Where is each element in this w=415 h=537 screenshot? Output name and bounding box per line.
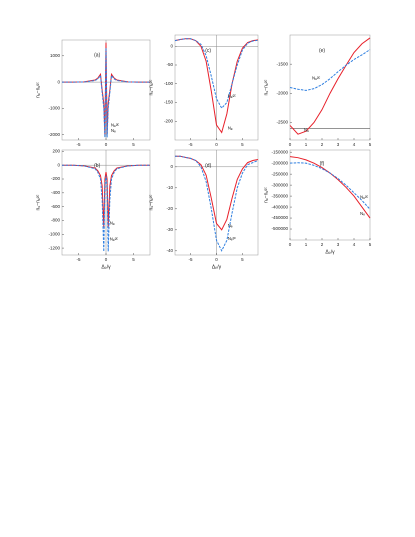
data-line [289, 162, 371, 210]
x-tick-label: -5 [189, 257, 193, 262]
y-tick-label: -1200 [48, 245, 60, 250]
y-tick-label: -30 [166, 227, 173, 232]
x-tick-label: 4 [353, 142, 356, 147]
y-tick-label: -2500 [276, 120, 288, 125]
y-tick-label: -150 [164, 100, 174, 105]
panel-label: (a) [94, 52, 100, 58]
y-tick-label: -100 [164, 81, 174, 86]
curve-label: Nₑ [304, 127, 309, 132]
x-tick-label: 5 [132, 257, 135, 262]
y-axis-label: nₑ−nₑᵍᶜ [263, 79, 269, 95]
x-tick-label: -5 [76, 142, 80, 147]
x-tick-label: -5 [76, 257, 80, 262]
data-line [289, 156, 371, 219]
y-axis-label: nₑ−nₑᵍᶜ [263, 187, 269, 203]
data-line [289, 37, 371, 135]
data-line [289, 49, 371, 91]
y-axis-label: nₑ−nₑᵍᶜ [35, 82, 41, 98]
x-axis-label: Δₚ/γ [325, 249, 335, 255]
y-tick-label: -800 [51, 218, 61, 223]
x-tick-label: 5 [241, 142, 244, 147]
panel-label: (b) [94, 163, 100, 169]
y-tick-label: -350000 [271, 193, 288, 198]
y-tick-label: -400 [51, 190, 61, 195]
data-line [174, 38, 259, 109]
data-line [175, 155, 259, 231]
y-axis-label: nₑ−nₑᵍᶜ [35, 194, 41, 210]
y-tick-label: -40 [166, 248, 173, 253]
x-tick-label: 0 [215, 142, 218, 147]
y-tick-label: -300000 [271, 182, 288, 187]
curve-label: Nₑᵍᶜ [110, 237, 119, 242]
curve-label: Nₑ [110, 221, 115, 226]
y-tick-label: -1000 [48, 231, 60, 236]
y-tick-label: -1000 [48, 106, 60, 111]
panel-label: (d) [205, 163, 211, 169]
data-line [62, 164, 150, 252]
y-tick-label: -20 [166, 206, 173, 211]
y-tick-label: -250000 [271, 171, 288, 176]
y-tick-label: -2000 [276, 91, 288, 96]
y-tick-label: -500000 [271, 226, 288, 231]
y-axis-label: nₑ−nₑᵍᶜ [148, 194, 154, 210]
data-line [174, 38, 259, 134]
data-line [62, 164, 150, 228]
x-tick-label: -5 [189, 142, 193, 147]
panel-label: (f) [320, 161, 325, 167]
panel-label: (c) [205, 48, 211, 54]
x-tick-label: 3 [337, 242, 340, 247]
panel-label: (e) [319, 48, 325, 54]
y-tick-label: -1500 [276, 61, 288, 66]
y-tick-label: 1000 [50, 53, 61, 58]
x-tick-label: 2 [321, 242, 324, 247]
curve-label: Nₑ [228, 126, 233, 131]
x-axis-label: Δₚ/γ [212, 264, 222, 270]
curve-label: Nₑᵍᶜ [312, 76, 321, 81]
curve-label: Nₑ [228, 223, 233, 228]
curve-label: Nₑᵍᶜ [111, 123, 120, 128]
x-tick-label: 1 [305, 142, 308, 147]
y-tick-label: 0 [170, 164, 173, 169]
plot-frame [289, 149, 371, 241]
x-tick-label: 5 [241, 257, 244, 262]
x-tick-label: 4 [353, 242, 356, 247]
x-tick-label: 5 [369, 242, 372, 247]
x-tick-label: 5 [369, 142, 372, 147]
y-tick-label: 0 [57, 79, 60, 84]
y-tick-label: -600 [51, 204, 61, 209]
y-tick-label: -10 [166, 185, 173, 190]
y-tick-label: -200 [164, 118, 174, 123]
curve-label: Nₑ [111, 128, 116, 133]
x-tick-label: 0 [289, 242, 292, 247]
x-tick-label: 0 [215, 257, 218, 262]
curve-label: Nₑᵍᶜ [228, 93, 237, 98]
y-tick-label: -400000 [271, 204, 288, 209]
y-tick-label: 200 [52, 149, 60, 154]
x-tick-label: 0 [105, 257, 108, 262]
x-tick-label: 3 [337, 142, 340, 147]
x-axis-label: Δₚ/γ [101, 264, 111, 270]
y-tick-label: -150000 [271, 149, 288, 154]
y-tick-label: 0 [57, 162, 60, 167]
x-tick-label: 0 [289, 142, 292, 147]
curve-label: Nₑᵍᶜ [360, 194, 369, 199]
plot-frame [289, 34, 371, 141]
y-tick-label: -450000 [271, 215, 288, 220]
curve-label: Nₑ [360, 211, 365, 216]
y-tick-label: -200000 [271, 160, 288, 165]
x-tick-label: 5 [132, 142, 135, 147]
x-tick-label: 0 [105, 142, 108, 147]
x-tick-label: 2 [321, 142, 324, 147]
y-tick-label: 0 [170, 43, 173, 48]
y-tick-label: -2000 [48, 132, 60, 137]
y-tick-label: -200 [51, 176, 61, 181]
curve-label: Nₑᵍᶜ [228, 236, 237, 241]
data-line [175, 155, 259, 252]
x-tick-label: 1 [305, 242, 308, 247]
y-tick-label: -50 [166, 62, 173, 67]
y-axis-label: nₑ−nₑᵍᶜ [148, 79, 154, 95]
